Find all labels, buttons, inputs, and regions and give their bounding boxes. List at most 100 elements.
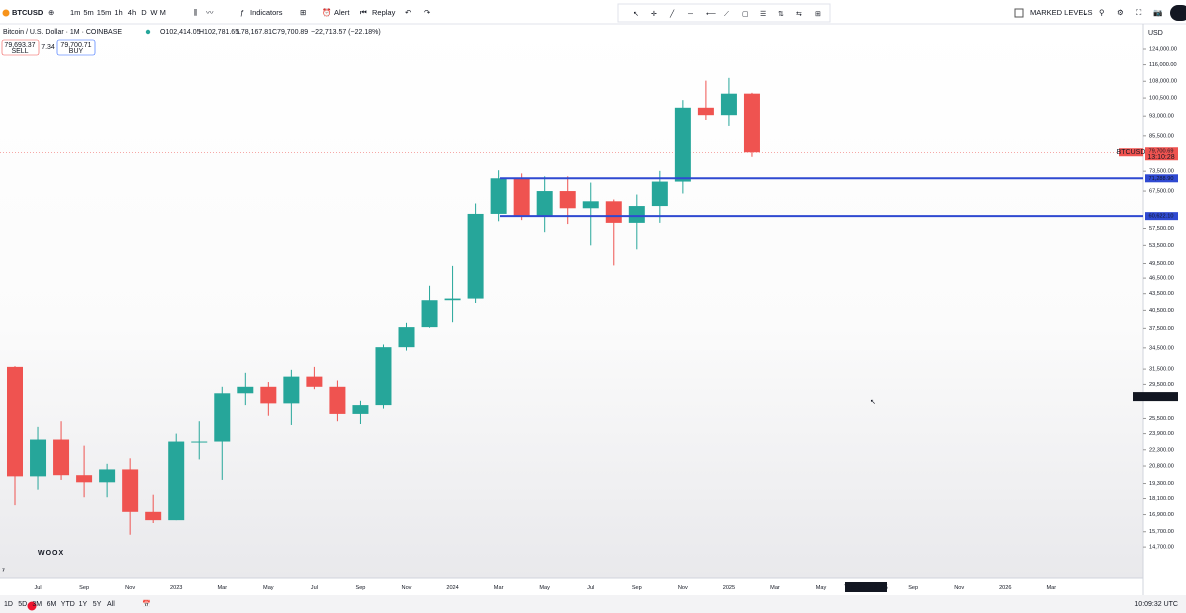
templates[interactable]: ⊞ — [300, 8, 306, 17]
fullscreen[interactable]: ⛶ — [1135, 8, 1142, 17]
interval[interactable]: D — [141, 8, 147, 17]
hline-tool[interactable]: ─ — [687, 11, 693, 18]
y-tick-label: 31,500.00 — [1149, 367, 1174, 373]
crosshair-x-label: Tue 01 Jul '25 — [844, 584, 888, 591]
x-tick-label: Nov — [678, 585, 688, 591]
range-button[interactable]: 5D — [18, 601, 27, 608]
range-button[interactable]: YTD — [61, 601, 75, 608]
candle-body — [7, 366, 23, 477]
drawing-toolbar — [617, 3, 831, 23]
grid-tool[interactable]: ⊞ — [815, 11, 821, 18]
range-button[interactable]: 6M — [47, 601, 57, 608]
candle-body — [421, 300, 438, 328]
sell-button[interactable] — [1, 39, 40, 56]
y-tick-label: 19,300.00 — [1149, 481, 1174, 487]
y-tick-label: 108,000.00 — [1149, 79, 1177, 85]
toolbar — [0, 0, 1186, 24]
y-tick-label: 85,500.00 — [1149, 133, 1174, 139]
buy-price[interactable]: 79,700.71 — [60, 42, 91, 49]
symbol[interactable]: BTCUSD — [12, 8, 44, 17]
interval[interactable]: 15m — [97, 8, 112, 17]
level-tag — [1145, 174, 1178, 183]
y-tick-label: 67,500.00 — [1149, 189, 1174, 195]
y-tick-label: 49,500.00 — [1149, 261, 1174, 267]
buy-button[interactable] — [56, 39, 96, 56]
indicators-icon[interactable]: ƒ — [240, 8, 244, 17]
buy-label[interactable]: BUY — [69, 48, 84, 55]
legend-close: C79,700.89 — [272, 29, 308, 36]
indicators[interactable]: Indicators — [250, 8, 283, 17]
marked-levels[interactable]: MARKED LEVELS — [1030, 8, 1093, 17]
chart-type[interactable]: 〰 — [206, 8, 214, 17]
settings[interactable]: ⚙ — [1117, 8, 1124, 17]
trend-tool[interactable]: ╱ — [669, 9, 675, 18]
range-button[interactable]: 5Y — [93, 601, 102, 608]
x-tick-label: May — [816, 585, 827, 591]
candle-body — [467, 213, 484, 299]
sell-label[interactable]: SELL — [11, 48, 28, 55]
measure-tool[interactable]: ⇆ — [796, 11, 802, 18]
replay[interactable]: Replay — [372, 8, 396, 17]
channel-tool[interactable]: ⇅ — [778, 11, 784, 18]
interval[interactable]: M — [160, 8, 166, 17]
fib-tool[interactable]: ☰ — [760, 11, 766, 18]
range-button[interactable]: All — [107, 601, 115, 608]
candle-body — [513, 178, 530, 216]
ray-tool[interactable]: ⟵ — [706, 11, 716, 18]
x-tick-label: 2025 — [723, 585, 735, 591]
x-tick-label: Sep — [355, 585, 365, 591]
rect-tool[interactable]: ▢ — [742, 11, 749, 18]
candle-body — [559, 191, 576, 209]
legend-title: Bitcoin / U.S. Dollar · 1M · COINBASE — [3, 29, 122, 36]
publish-button[interactable] — [1170, 5, 1186, 21]
candle-body — [582, 201, 599, 209]
last-price-symbol-tag — [1119, 148, 1143, 157]
candle-body — [76, 475, 93, 483]
interval[interactable]: 4h — [128, 8, 136, 17]
chevron[interactable]: ⌄ — [1082, 8, 1088, 17]
add-symbol[interactable]: ⊕ — [48, 8, 54, 17]
y-tick-label: 23,900.00 — [1149, 431, 1174, 437]
sell-price[interactable]: 79,693.37 — [4, 42, 35, 49]
candle-body — [605, 201, 622, 223]
cursor-tool[interactable]: ↖ — [633, 11, 639, 18]
cross-tool[interactable]: ✛ — [651, 10, 657, 18]
publish[interactable]: Pu — [1175, 8, 1184, 17]
range-button[interactable]: 3M — [32, 601, 42, 608]
level-label: 71,288.90 — [1149, 176, 1174, 182]
snapshot[interactable]: 📷 — [1153, 8, 1162, 17]
crosshair-y-tag — [1133, 392, 1178, 402]
range-button[interactable]: 1D — [4, 601, 13, 608]
bars-icon[interactable]: ⫼ — [194, 8, 198, 17]
level-tag — [1145, 212, 1178, 221]
x-tick-label: Nov — [125, 585, 135, 591]
interval[interactable]: 5m — [83, 8, 93, 17]
interval[interactable]: 1h — [114, 8, 122, 17]
clock: 10:09:32 UTC — [1134, 601, 1178, 608]
alert-icon[interactable]: ⏰ — [322, 7, 331, 17]
currency: USD — [1148, 30, 1163, 37]
date-range-icon[interactable]: 📅 — [142, 599, 151, 608]
x-tick-label: Nov — [954, 585, 964, 591]
interval[interactable]: W — [150, 8, 158, 17]
redo[interactable]: ↷ — [424, 8, 431, 17]
y-tick-label: 20,800.00 — [1149, 464, 1174, 470]
marked-checkbox[interactable] — [1014, 8, 1024, 18]
x-tick-label: Mar — [217, 585, 227, 591]
alert[interactable]: Alert — [334, 8, 350, 17]
candle-body — [398, 327, 415, 348]
x-tick-label: Mar — [770, 585, 780, 591]
candle-body — [651, 181, 668, 207]
undo[interactable]: ↶ — [405, 8, 412, 17]
candle-body — [306, 376, 323, 387]
symbol-icon — [2, 9, 10, 17]
x-tick-label: Jul — [34, 585, 41, 591]
path-tool[interactable]: ⟋ — [724, 10, 729, 18]
interval[interactable]: 1m — [70, 8, 80, 17]
mouse-cursor: ↖ — [870, 399, 876, 406]
search[interactable]: ⚲ — [1099, 8, 1105, 17]
candle-body — [536, 191, 553, 216]
range-button[interactable]: 1Y — [79, 601, 88, 608]
replay-icon[interactable]: ⏮ — [360, 8, 367, 17]
